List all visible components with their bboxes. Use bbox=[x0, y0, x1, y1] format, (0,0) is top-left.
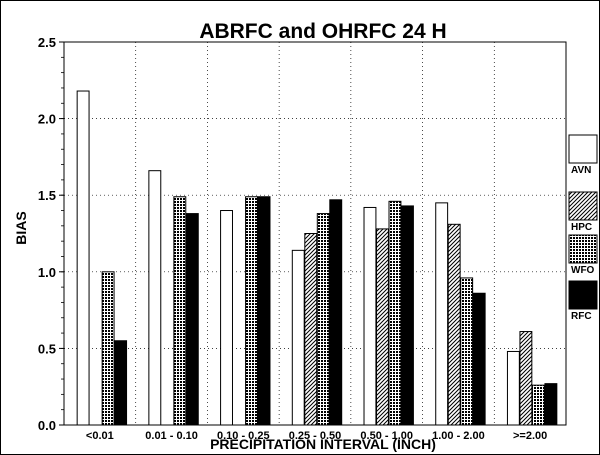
bar-hpc bbox=[519, 331, 533, 426]
x-tick-label: >=2.00 bbox=[513, 430, 547, 442]
y-tick-label: 2.0 bbox=[38, 112, 56, 127]
legend-label-wfo: WFO bbox=[571, 265, 595, 276]
legend-label-avn: AVN bbox=[571, 165, 591, 176]
bar-wfo bbox=[316, 213, 330, 426]
y-tick-label: 1.5 bbox=[38, 188, 56, 203]
y-tick-label: 0.5 bbox=[38, 341, 56, 356]
x-tick-label: <0.01 bbox=[86, 430, 114, 442]
chart-title: ABRFC and OHRFC 24 H bbox=[199, 20, 446, 43]
legend-label-hpc: HPC bbox=[571, 222, 592, 233]
y-tick-label: 1.0 bbox=[38, 265, 56, 280]
bar-rfc bbox=[329, 199, 343, 426]
bar-avn bbox=[220, 210, 233, 426]
bar-rfc bbox=[472, 292, 486, 426]
bar-avn bbox=[506, 350, 520, 426]
bar-rfc bbox=[185, 213, 199, 426]
legend: AVN HPC WFO RFC bbox=[568, 134, 598, 322]
bar-avn bbox=[363, 206, 377, 426]
x-tick-label: 0.10 - 0.25 bbox=[217, 430, 270, 442]
bar-hpc bbox=[304, 233, 318, 426]
bars-group bbox=[76, 90, 558, 426]
bar-avn bbox=[148, 170, 162, 426]
bar-avn bbox=[76, 90, 90, 426]
legend-label-rfc: RFC bbox=[571, 311, 592, 322]
bar-hpc bbox=[376, 228, 389, 426]
bar-wfo bbox=[531, 384, 545, 426]
bar-rfc bbox=[257, 196, 271, 426]
legend-swatch-wfo bbox=[568, 234, 598, 264]
x-tick-label: 0.25 - 0.50 bbox=[289, 430, 342, 442]
bar-rfc bbox=[114, 340, 128, 426]
bar-avn bbox=[291, 249, 305, 426]
y-axis-label: BIAS bbox=[13, 211, 29, 244]
bar-wfo bbox=[173, 196, 187, 426]
x-axis-ticks: <0.01 0.01 - 0.10 0.10 - 0.25 0.25 - 0.50 0.… bbox=[86, 430, 547, 442]
bar-hpc bbox=[447, 223, 461, 426]
legend-swatch-hpc bbox=[568, 191, 598, 221]
x-axis-label: PRECIPITATION INTERVAL (INCH) bbox=[210, 436, 436, 452]
x-tick-label: 0.01 - 0.10 bbox=[145, 430, 198, 442]
y-tick-label: 2.5 bbox=[38, 35, 56, 50]
y-axis-ticks: 0.0 0.5 1.0 1.5 2.0 2.5 bbox=[38, 35, 64, 433]
legend-swatch-avn bbox=[568, 134, 598, 164]
y-tick-label: 0.0 bbox=[38, 418, 56, 433]
bar-rfc bbox=[401, 205, 414, 426]
bar-rfc bbox=[544, 383, 558, 426]
legend-swatch-rfc bbox=[568, 280, 598, 310]
bar-wfo bbox=[388, 200, 402, 426]
bar-avn bbox=[435, 202, 449, 426]
bar-wfo bbox=[101, 271, 115, 426]
x-tick-label: 0.50 - 1.00 bbox=[360, 430, 413, 442]
bar-wfo bbox=[460, 277, 474, 426]
x-tick-label: 1.00 - 2.00 bbox=[432, 430, 485, 442]
bar-wfo bbox=[245, 196, 258, 426]
